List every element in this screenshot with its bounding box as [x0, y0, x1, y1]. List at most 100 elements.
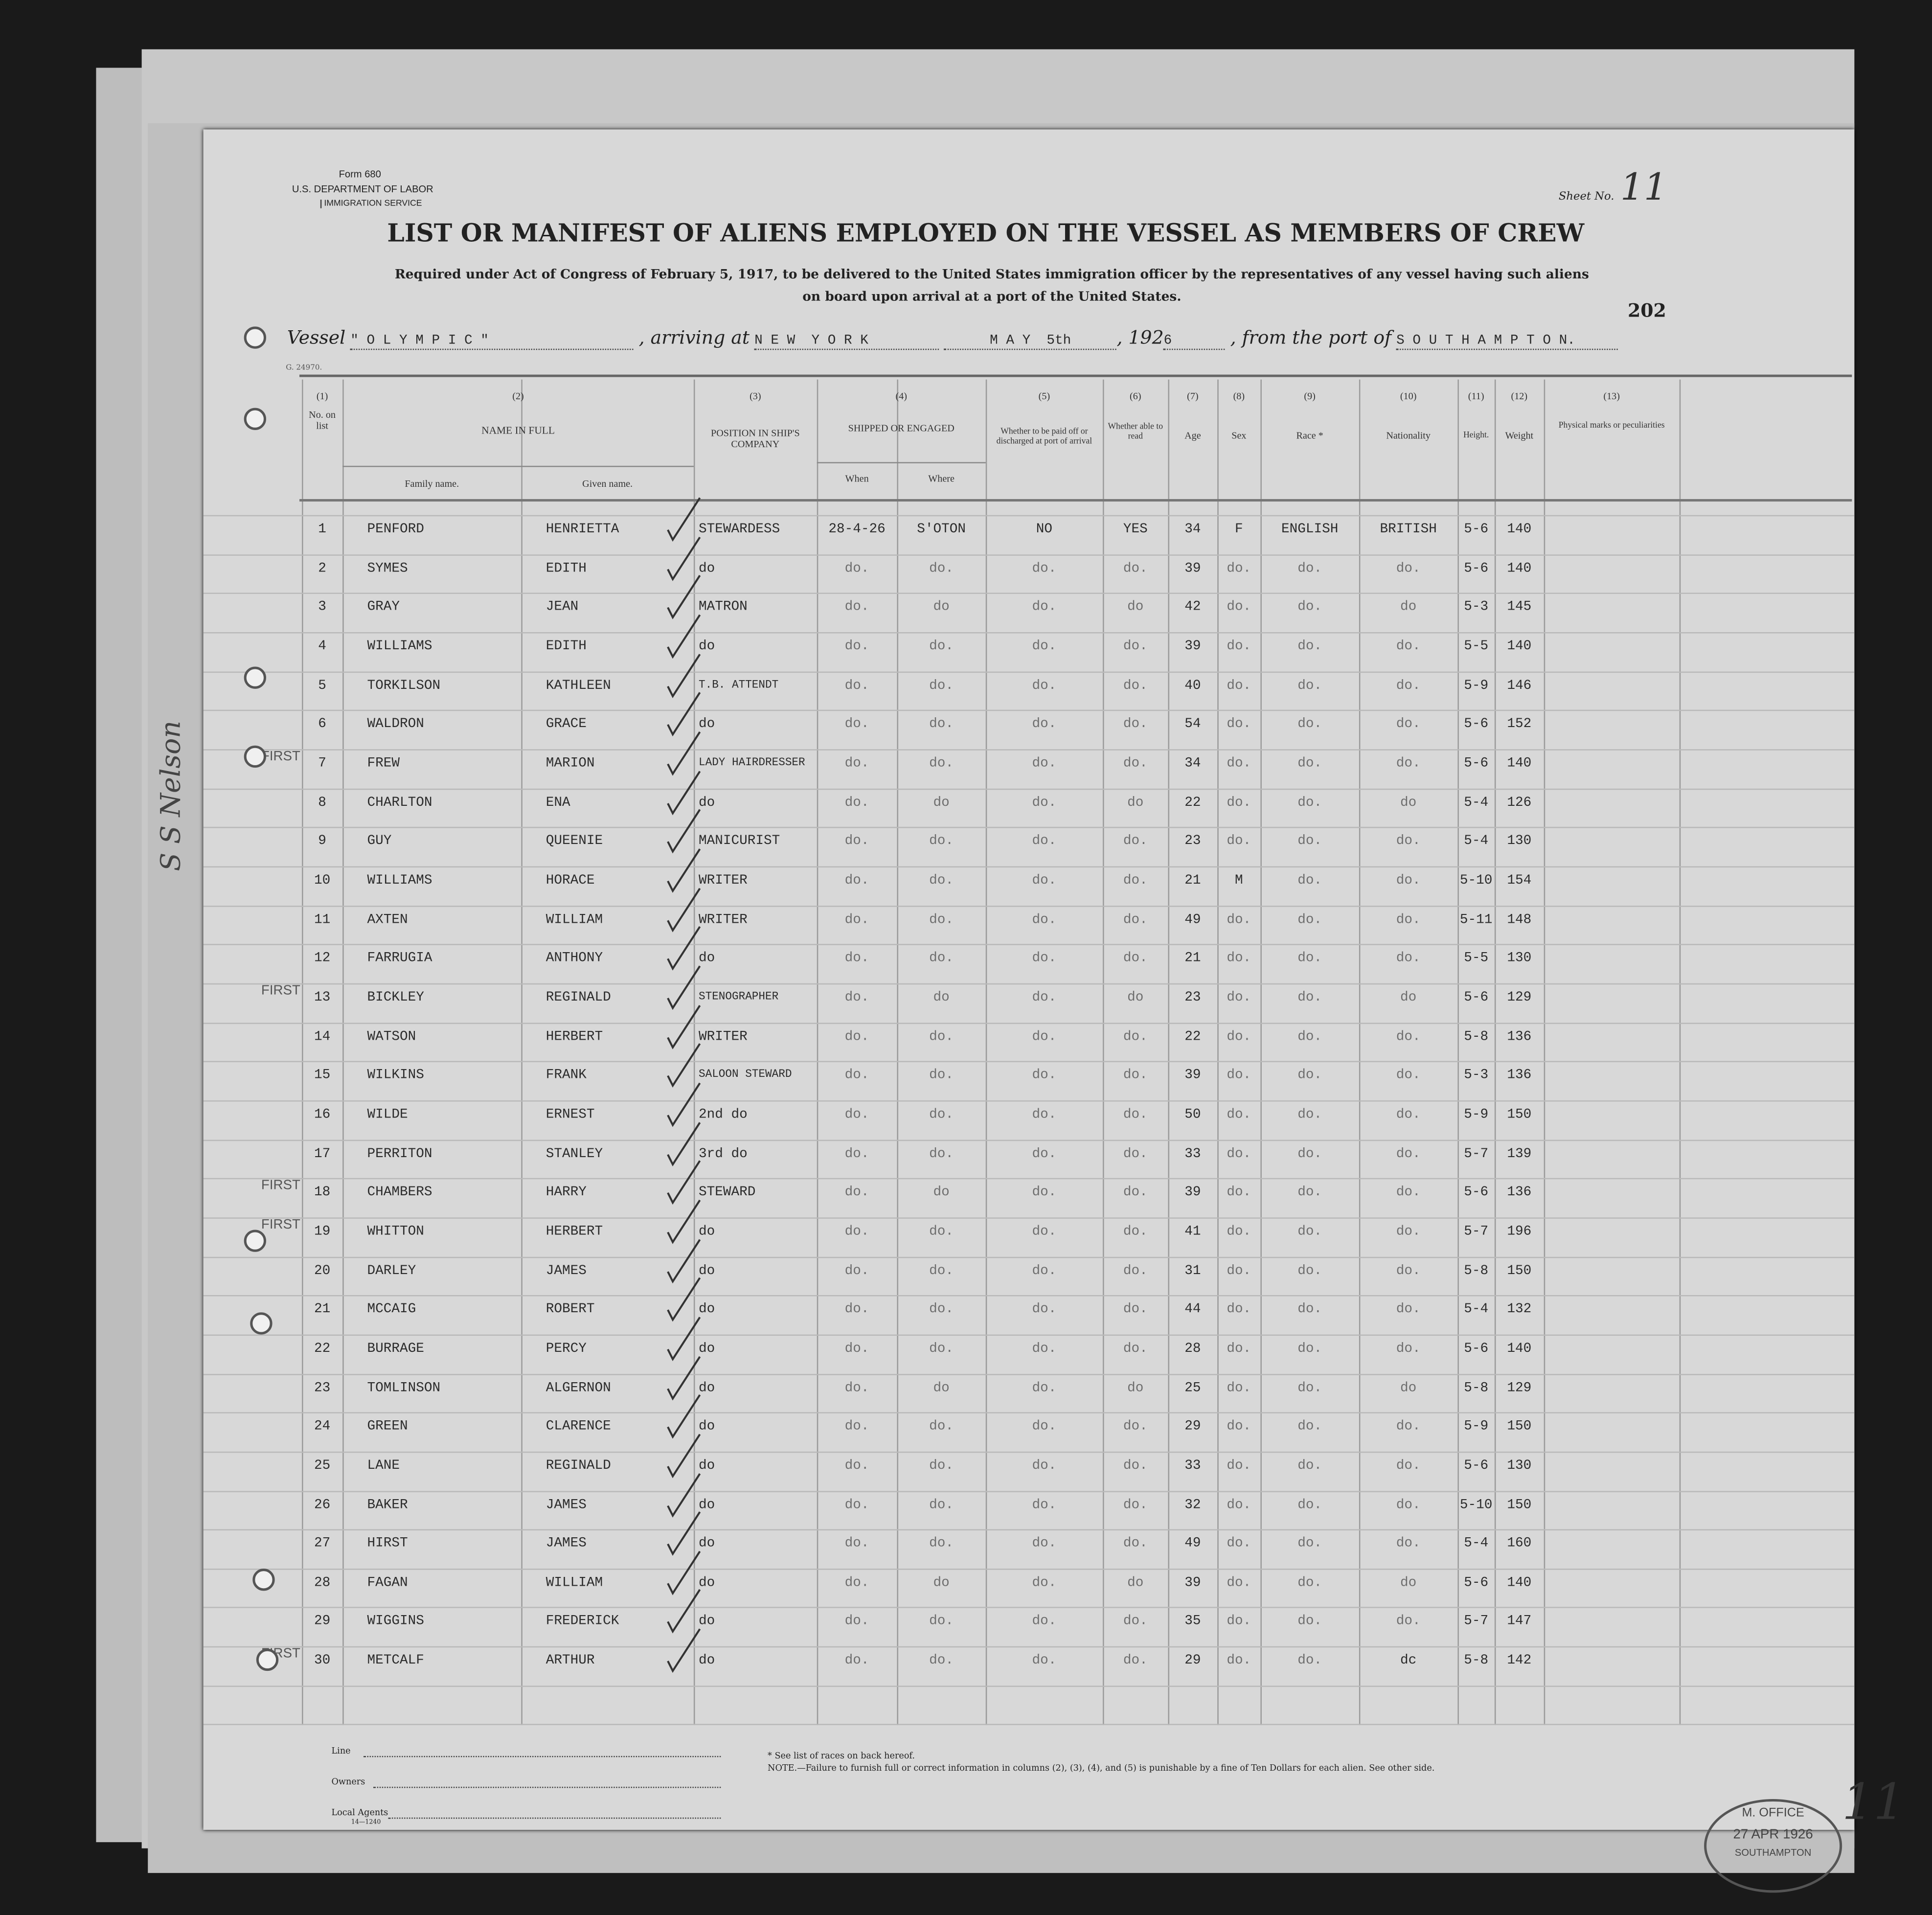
cell-race: do. — [1297, 1185, 1322, 1201]
cell-weight: 140 — [1507, 1575, 1532, 1591]
column-number: (9) — [1304, 390, 1316, 402]
cell-sex: do. — [1227, 1263, 1251, 1279]
cell-race: do. — [1297, 1107, 1322, 1123]
column-number: (12) — [1511, 390, 1528, 402]
column-divider — [1260, 379, 1262, 1725]
cell-position: do — [698, 1302, 715, 1318]
cell-when: do. — [844, 1498, 869, 1513]
cell-nat: do. — [1396, 561, 1421, 576]
cell-age: 23 — [1184, 834, 1201, 849]
cell-no: 17 — [314, 1146, 331, 1162]
cell-race: do. — [1297, 639, 1322, 655]
cell-race: do. — [1297, 1342, 1322, 1357]
column-number: (2) — [512, 390, 524, 402]
cell-weight: 136 — [1507, 1069, 1532, 1084]
cell-weight: 154 — [1507, 873, 1532, 889]
cell-position: do — [698, 1654, 715, 1669]
cell-where: do — [933, 600, 950, 616]
cell-sex: do. — [1227, 1419, 1251, 1435]
cell-height: 5-5 — [1464, 951, 1489, 967]
owners-field[interactable] — [373, 1786, 721, 1788]
check-mark-icon — [665, 1354, 703, 1403]
cell-read: do. — [1123, 1146, 1148, 1162]
manifest-sheet: Form 680 U.S. DEPARTMENT OF LABOR IMMIGR… — [203, 129, 1905, 1893]
cell-weight: 140 — [1507, 1342, 1532, 1357]
cell-race: do. — [1297, 990, 1322, 1005]
cell-weight: 140 — [1507, 639, 1532, 655]
cell-when: 28-4-26 — [828, 522, 886, 538]
line-field[interactable] — [363, 1755, 721, 1757]
margin-note-first: FIRST — [261, 1217, 300, 1232]
cell-family: BICKLEY — [367, 990, 424, 1005]
ruled-line — [203, 554, 1855, 555]
cell-sex: do. — [1227, 990, 1251, 1005]
page-title: LIST OR MANIFEST OF ALIENS EMPLOYED ON T… — [387, 218, 1585, 248]
cell-position: WRITER — [698, 1029, 748, 1045]
column-number: (11) — [1468, 390, 1484, 402]
cell-age: 21 — [1184, 873, 1201, 889]
cell-race: do. — [1297, 561, 1322, 576]
check-mark-icon — [665, 1392, 703, 1442]
cell-height: 5-6 — [1464, 990, 1489, 1005]
cell-height: 5-6 — [1464, 522, 1489, 538]
punch-hole — [250, 1312, 273, 1335]
subtitle-line-2: on board upon arrival at a port of the U… — [802, 289, 1182, 305]
cell-position: 3rd do — [698, 1146, 748, 1162]
cell-sex: do. — [1227, 1342, 1251, 1357]
column-divider — [817, 379, 818, 1725]
cell-given: WILLIAM — [546, 912, 603, 928]
cell-family: DARLEY — [367, 1263, 416, 1279]
year-suffix: 6 — [1163, 334, 1226, 350]
cell-read: do. — [1123, 951, 1148, 967]
cell-when: do. — [844, 1459, 869, 1474]
cell-where: do — [933, 1575, 950, 1591]
cell-race: do. — [1297, 1536, 1322, 1552]
cell-weight: 150 — [1507, 1419, 1532, 1435]
fine-note: NOTE.—Failure to furnish full or correct… — [768, 1763, 1435, 1774]
cell-no: 12 — [314, 951, 331, 967]
cell-weight: 130 — [1507, 1459, 1532, 1474]
cell-given: EDITH — [546, 639, 587, 655]
cell-given: REGINALD — [546, 990, 611, 1005]
cell-position: LADY HAIRDRESSER — [698, 756, 805, 769]
cell-when: do. — [844, 1146, 869, 1162]
cell-read: do. — [1123, 1029, 1148, 1045]
cell-age: 39 — [1184, 1575, 1201, 1591]
cell-height: 5-6 — [1464, 756, 1489, 772]
cell-where: S'OTON — [917, 522, 966, 538]
agents-label: Local Agents — [331, 1807, 388, 1818]
ruled-line — [203, 905, 1855, 907]
cell-when: do. — [844, 1107, 869, 1123]
cell-height: 5-3 — [1464, 600, 1489, 616]
cell-given: QUEENIE — [546, 834, 603, 849]
cell-nat: do — [1400, 990, 1417, 1005]
cell-paid: do. — [1032, 1575, 1057, 1591]
punch-hole — [244, 408, 266, 430]
cell-family: SYMES — [367, 561, 408, 576]
check-mark-icon — [665, 495, 703, 545]
cell-read: do. — [1123, 756, 1148, 772]
cell-when: do. — [844, 873, 869, 889]
cell-no: 4 — [318, 639, 326, 655]
cell-paid: do. — [1032, 678, 1057, 693]
cell-no: 16 — [314, 1107, 331, 1123]
cell-given: JAMES — [546, 1536, 587, 1552]
column-number: (10) — [1400, 390, 1417, 402]
punch-hole — [244, 1230, 266, 1252]
cell-no: 3 — [318, 600, 326, 616]
cell-where: do. — [929, 639, 954, 655]
cell-when: do. — [844, 1302, 869, 1318]
agents-field[interactable] — [388, 1817, 721, 1819]
cell-age: 34 — [1184, 756, 1201, 772]
cell-family: CHARLTON — [367, 795, 432, 811]
cell-position: STEWARDESS — [698, 522, 780, 538]
vessel-label: Vessel — [287, 326, 346, 349]
cell-when: do. — [844, 639, 869, 655]
form-number: Form 680 — [339, 169, 381, 180]
ruled-line — [203, 632, 1855, 634]
ruled-line — [203, 1490, 1855, 1492]
ruled-line — [203, 1373, 1855, 1375]
column-number: (7) — [1187, 390, 1199, 402]
cell-where: do. — [929, 1146, 954, 1162]
